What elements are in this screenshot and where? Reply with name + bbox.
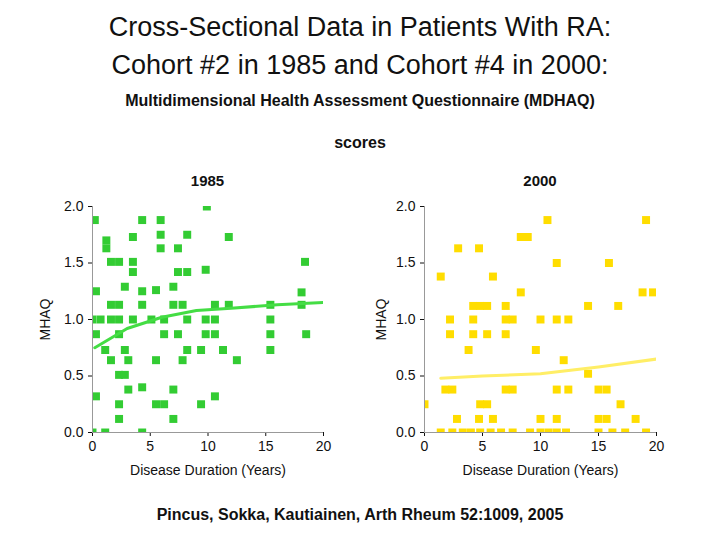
svg-text:Disease Duration (Years): Disease Duration (Years) — [463, 462, 619, 478]
svg-text:5: 5 — [479, 438, 487, 454]
svg-text:MHAQ: MHAQ — [373, 298, 389, 340]
svg-text:15: 15 — [591, 438, 607, 454]
html-text:Pincus, Sokka, Kautiainen, Art: Pincus, Sokka, Kautiainen, Arth Rheum 52… — [156, 506, 564, 523]
html-text:1985: 1985 — [190, 172, 225, 189]
svg-text:0.0: 0.0 — [64, 424, 84, 440]
html-text:Cohort #2 in 1985 and Cohort #: Cohort #2 in 1985 and Cohort #4 in 2000: — [111, 50, 609, 80]
svg-text:0: 0 — [89, 438, 97, 454]
html-text:2000: 2000 — [523, 172, 557, 189]
svg-text:2.0: 2.0 — [64, 198, 84, 214]
svg-text:0.5: 0.5 — [396, 367, 416, 383]
svg-text:1.0: 1.0 — [64, 311, 84, 327]
svg-text:2.0: 2.0 — [396, 198, 416, 214]
html-text:Multidimensional Health Assess: Multidimensional Health Assessment Quest… — [125, 92, 595, 109]
svg-text:MHAQ: MHAQ — [37, 298, 53, 340]
svg-text:20: 20 — [649, 438, 665, 454]
svg-text:20: 20 — [316, 438, 332, 454]
svg-text:15: 15 — [258, 438, 274, 454]
svg-text:1.5: 1.5 — [64, 254, 84, 270]
svg-text:0.5: 0.5 — [64, 367, 84, 383]
svg-text:10: 10 — [533, 438, 549, 454]
svg-text:1.0: 1.0 — [396, 311, 416, 327]
svg-text:0: 0 — [421, 438, 429, 454]
html-text:Cross-Sectional Data in Patien: Cross-Sectional Data in Patients With RA… — [108, 12, 612, 42]
svg-text:0.0: 0.0 — [396, 424, 416, 440]
svg-text:1.5: 1.5 — [396, 254, 416, 270]
svg-text:5: 5 — [146, 438, 154, 454]
svg-text:10: 10 — [200, 438, 216, 454]
html-text:scores: scores — [334, 134, 386, 151]
svg-text:Disease Duration (Years): Disease Duration (Years) — [130, 462, 286, 478]
